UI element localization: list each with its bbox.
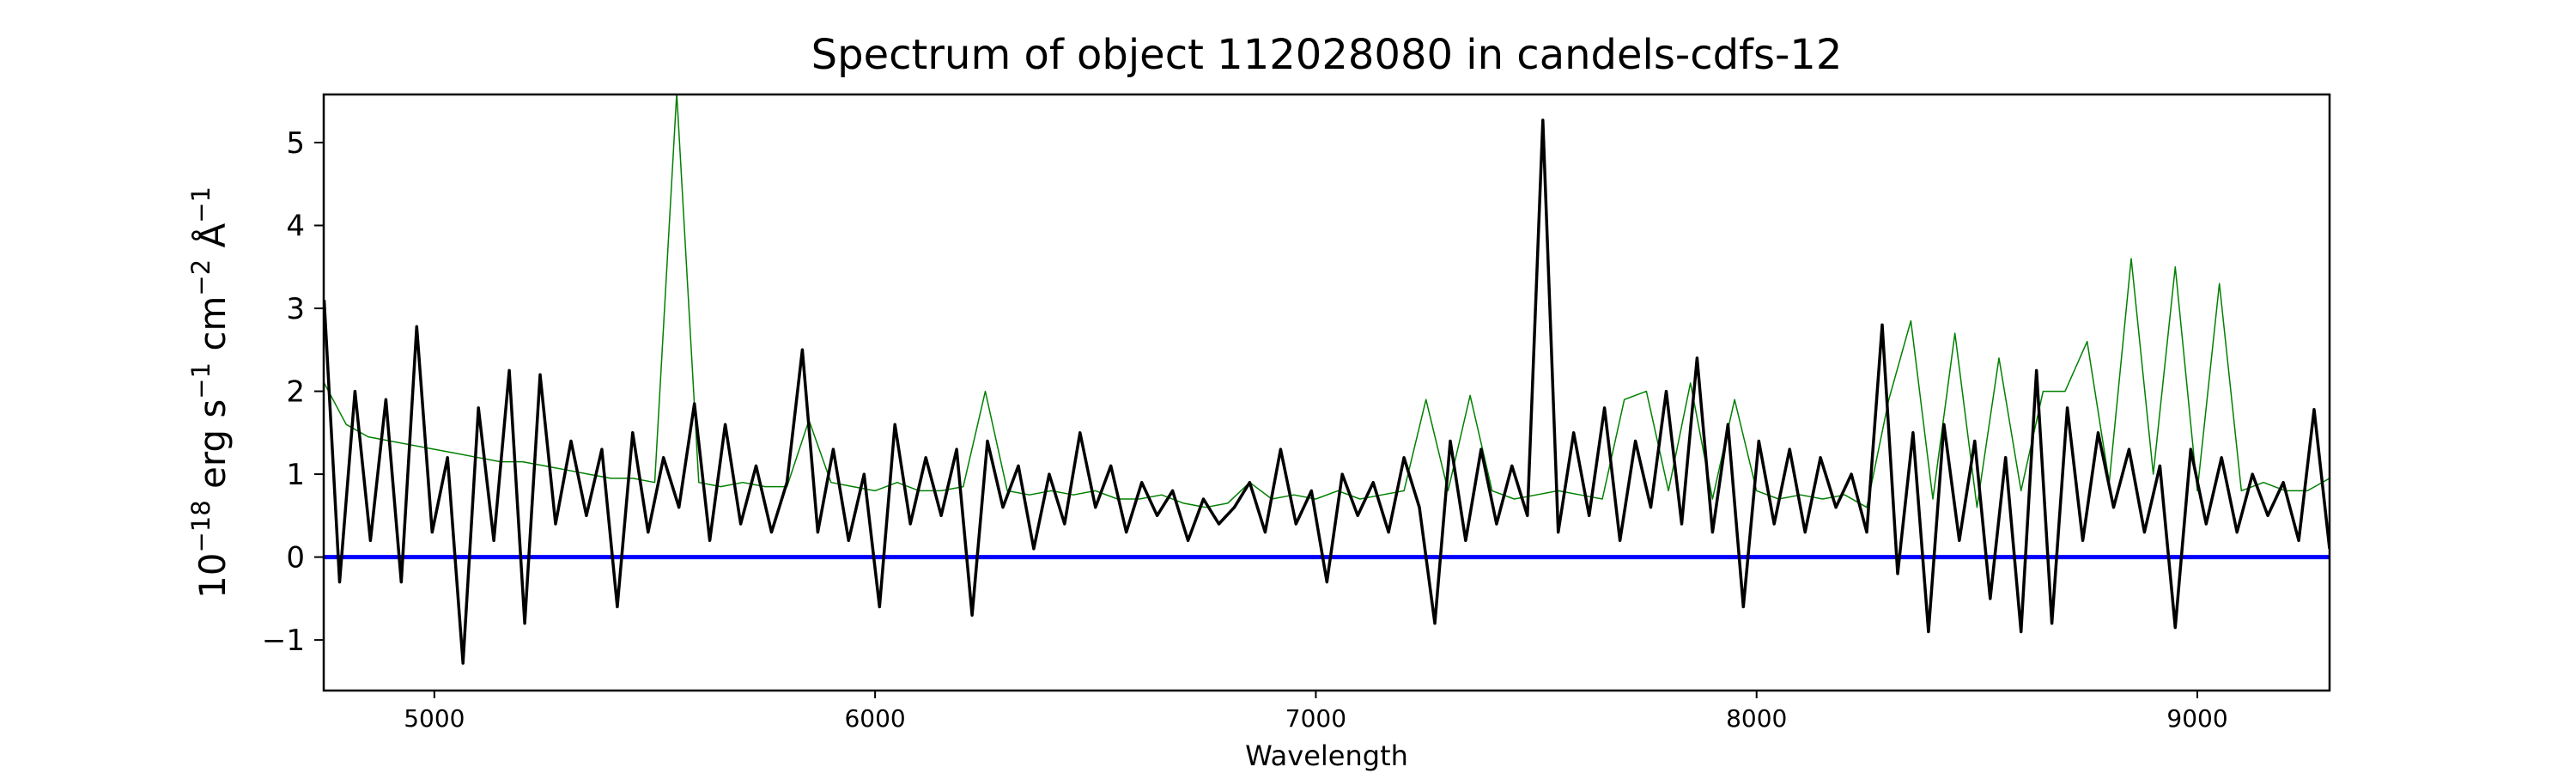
- series-layer: [324, 94, 2330, 665]
- y-axis: −1 0 1 2 3 4 5: [262, 126, 324, 658]
- x-axis-label: Wavelength: [1245, 740, 1408, 772]
- model-series-line: [324, 94, 2330, 508]
- x-tick-label: 9000: [2166, 704, 2227, 733]
- y-tick-label: 5: [286, 126, 305, 161]
- y-tick-label: 2: [286, 375, 305, 410]
- ylabel-cm: cm: [191, 296, 234, 362]
- y-tick-label: 3: [286, 292, 305, 326]
- ylabel-exp: −1: [186, 362, 216, 399]
- x-tick-label: 6000: [844, 704, 905, 733]
- plot-frame: [322, 93, 2331, 692]
- ylabel-exp: −2: [186, 259, 216, 296]
- flux-series-line: [324, 119, 2330, 665]
- y-tick-label: 4: [286, 210, 305, 244]
- x-axis: 5000 6000 7000 8000 9000: [404, 691, 2228, 733]
- y-tick-label: −1: [262, 624, 305, 658]
- ylabel-erg: erg s: [191, 399, 234, 501]
- y-tick-label: 0: [286, 541, 305, 575]
- y-axis-label: 10−18 erg s−1 cm−2 Å−1: [186, 186, 234, 599]
- chart-title: Spectrum of object 112028080 in candels-…: [811, 31, 1843, 79]
- y-tick-label: 1: [286, 458, 305, 492]
- ylabel-base: 10: [191, 553, 234, 599]
- ylabel-exp: −1: [186, 186, 216, 223]
- x-tick-label: 5000: [404, 704, 465, 733]
- x-tick-label: 8000: [1726, 704, 1787, 733]
- ylabel-angstrom: Å: [191, 223, 234, 259]
- ylabel-exp: −18: [186, 500, 216, 552]
- x-tick-label: 7000: [1285, 704, 1346, 733]
